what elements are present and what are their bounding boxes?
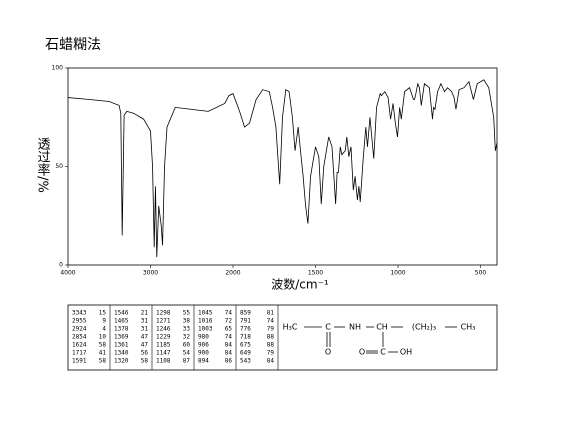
peak-wavenumber: 1298 <box>156 310 171 317</box>
peak-wavenumber: 1271 <box>156 318 171 325</box>
x-tick-label: 4000 <box>60 270 75 277</box>
structure-label: C <box>325 323 331 332</box>
peak-wavenumber: 1546 <box>114 310 129 317</box>
peak-transmittance: 10 <box>99 334 107 341</box>
peak-transmittance: 47 <box>141 342 149 349</box>
peak-wavenumber: 1016 <box>198 318 213 325</box>
peak-wavenumber: 1108 <box>156 358 171 365</box>
peak-transmittance: 58 <box>99 342 107 349</box>
peak-transmittance: 84 <box>225 350 233 357</box>
peak-wavenumber: 1378 <box>114 326 129 333</box>
structure-label: CH <box>376 323 388 332</box>
peak-transmittance: 87 <box>183 358 191 365</box>
structure-label: OH <box>400 348 412 357</box>
peak-wavenumber: 543 <box>240 358 251 365</box>
peak-transmittance: 65 <box>225 326 233 333</box>
structure-label: H₃C <box>283 323 298 332</box>
chart-title: 石蜡糊法 <box>45 37 101 53</box>
peak-transmittance: 84 <box>267 358 275 365</box>
peak-wavenumber: 980 <box>198 334 209 341</box>
peak-wavenumber: 894 <box>198 358 209 365</box>
peak-transmittance: 88 <box>267 334 275 341</box>
peak-wavenumber: 1185 <box>156 342 171 349</box>
peak-wavenumber: 3343 <box>72 310 87 317</box>
peak-wavenumber: 1003 <box>198 326 213 333</box>
peak-transmittance: 38 <box>183 318 191 325</box>
peak-transmittance: 60 <box>183 342 191 349</box>
peak-transmittance: 74 <box>225 334 233 341</box>
peak-wavenumber: 1369 <box>114 334 129 341</box>
peak-transmittance: 41 <box>99 350 107 357</box>
peak-wavenumber: 1246 <box>156 326 171 333</box>
peak-transmittance: 56 <box>141 350 149 357</box>
peak-wavenumber: 776 <box>240 326 251 333</box>
peak-transmittance: 86 <box>225 358 233 365</box>
x-tick-label: 2000 <box>225 270 240 277</box>
peak-wavenumber: 1340 <box>114 350 129 357</box>
peak-wavenumber: 1361 <box>114 342 129 349</box>
peak-wavenumber: 900 <box>198 350 209 357</box>
x-tick-label: 500 <box>475 270 487 277</box>
peak-wavenumber: 1717 <box>72 350 87 357</box>
peak-transmittance: 33 <box>183 326 191 333</box>
peak-transmittance: 88 <box>267 342 275 349</box>
peak-wavenumber: 1229 <box>156 334 171 341</box>
structure-label: CH₃ <box>461 323 476 332</box>
structure-label: O <box>325 348 331 357</box>
peak-transmittance: 74 <box>225 310 233 317</box>
structure-label: C <box>380 348 386 357</box>
peak-transmittance: 55 <box>183 310 191 317</box>
peak-wavenumber: 2924 <box>72 326 87 333</box>
y-tick-label: 100 <box>52 65 64 72</box>
spectrum-line <box>67 79 498 258</box>
structure-bonds <box>304 326 457 354</box>
y-tick-label: 50 <box>55 163 63 170</box>
peak-wavenumber: 906 <box>198 342 209 349</box>
peak-transmittance: 21 <box>141 310 149 317</box>
peak-transmittance: 54 <box>183 350 191 357</box>
peak-transmittance: 15 <box>99 310 107 317</box>
y-tick-label: 0 <box>59 262 63 269</box>
peak-transmittance: 79 <box>267 326 275 333</box>
peak-wavenumber: 1045 <box>198 310 213 317</box>
peak-wavenumber: 718 <box>240 334 251 341</box>
peak-transmittance: 84 <box>225 342 233 349</box>
x-tick-label: 1500 <box>308 270 323 277</box>
peak-transmittance: 47 <box>141 334 149 341</box>
peak-transmittance: 31 <box>141 318 149 325</box>
peak-transmittance: 58 <box>99 358 107 365</box>
structure-label: O <box>359 348 365 357</box>
peak-wavenumber: 2955 <box>72 318 87 325</box>
peak-transmittance: 32 <box>183 334 191 341</box>
peak-wavenumber: 1147 <box>156 350 171 357</box>
peak-transmittance: 58 <box>141 358 149 365</box>
peak-wavenumber: 649 <box>240 350 251 357</box>
peak-transmittance: 4 <box>102 326 106 333</box>
x-tick-label: 1000 <box>390 270 405 277</box>
peak-transmittance: 79 <box>267 350 275 357</box>
peak-transmittance: 31 <box>141 326 149 333</box>
x-tick-label: 3000 <box>143 270 158 277</box>
table-frame <box>67 304 498 371</box>
peak-wavenumber: 2854 <box>72 334 87 341</box>
structure-label: (CH₂)₃ <box>412 323 436 332</box>
peak-wavenumber: 791 <box>240 318 251 325</box>
peak-wavenumber: 1320 <box>114 358 129 365</box>
plot-frame <box>67 67 498 266</box>
structure-label: NH <box>349 323 361 332</box>
peak-transmittance: 9 <box>102 318 106 325</box>
x-axis-label: 波数/cm⁻¹ <box>271 277 329 292</box>
peak-wavenumber: 675 <box>240 342 251 349</box>
peak-wavenumber: 1591 <box>72 358 87 365</box>
peak-wavenumber: 859 <box>240 310 251 317</box>
peak-wavenumber: 1624 <box>72 342 87 349</box>
peak-transmittance: 72 <box>225 318 233 325</box>
peak-transmittance: 74 <box>267 318 275 325</box>
y-axis-label: 透过率/% <box>35 137 51 193</box>
peak-transmittance: 81 <box>267 310 275 317</box>
peak-wavenumber: 1465 <box>114 318 129 325</box>
